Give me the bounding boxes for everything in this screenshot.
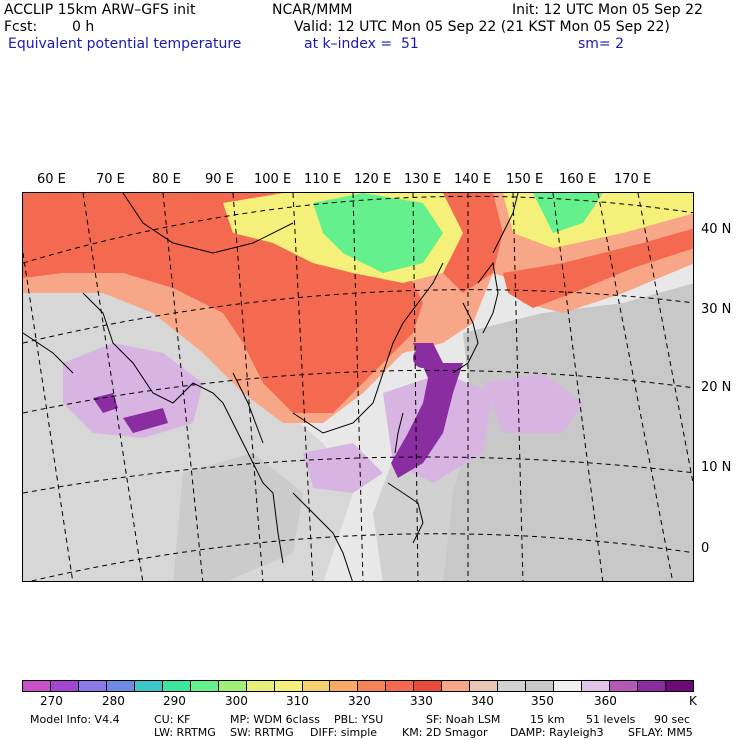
lon-label: 140 E: [454, 172, 492, 187]
lat-label: 20 N: [701, 380, 732, 395]
colorbar-swatch: [302, 681, 331, 691]
dark-purple-field: [93, 343, 463, 478]
lon-label: 170 E: [614, 172, 652, 187]
smoothing: sm= 2: [578, 36, 625, 52]
footer-item: CU: KF: [154, 713, 191, 726]
colorbar-swatch: [637, 681, 666, 691]
colorbar-label: 290: [163, 694, 186, 708]
colorbar-label: 360: [594, 694, 617, 708]
colorbar-swatch: [470, 681, 499, 691]
colorbar-unit: K: [689, 694, 697, 708]
lon-label: 160 E: [559, 172, 597, 187]
colorbar-swatch: [526, 681, 555, 691]
colorbar-swatch: [358, 681, 387, 691]
footer-item: LW: RRTMG: [154, 726, 216, 739]
fcst-value: 0 h: [72, 19, 95, 35]
model-title: ACCLIP 15km ARW–GFS init: [4, 2, 196, 18]
colorbar-swatch: [162, 681, 191, 691]
field-name: Equivalent potential temperature: [8, 36, 242, 52]
lon-label: 150 E: [506, 172, 544, 187]
colorbar-swatch: [386, 681, 415, 691]
colorbar-swatch: [246, 681, 275, 691]
lon-label: 130 E: [404, 172, 442, 187]
coastlines: [23, 193, 519, 581]
footer-item: SW: RRTMG: [230, 726, 294, 739]
footer-item: 15 km: [530, 713, 565, 726]
valid-time: Valid: 12 UTC Mon 05 Sep 22 (21 KST Mon …: [294, 19, 670, 35]
footer-item: DIFF: simple: [310, 726, 378, 739]
colorbar-swatch: [582, 681, 611, 691]
colorbar-swatch: [330, 681, 359, 691]
colorbar-label: 300: [225, 694, 248, 708]
lon-label: 110 E: [304, 172, 342, 187]
lat-label: 10 N: [701, 460, 732, 475]
colorbar-label: 310: [286, 694, 309, 708]
colorbar-swatch: [23, 681, 51, 691]
colorbar-swatch: [218, 681, 247, 691]
footer-item: 51 levels: [586, 713, 636, 726]
colorbar-swatch: [610, 681, 638, 691]
colorbar-swatch: [50, 681, 79, 691]
colorbar-label: 340: [471, 694, 494, 708]
green-field: [313, 193, 603, 273]
footer-item: Model Info: V4.4: [30, 713, 120, 726]
lat-label: 0: [701, 541, 710, 556]
footer-item: PBL: YSU: [334, 713, 384, 726]
footer-item: 90 sec: [654, 713, 691, 726]
lat-label: 30 N: [701, 302, 732, 317]
colorbar-swatch: [78, 681, 107, 691]
footer-item: MP: WDM 6class: [230, 713, 320, 726]
lon-label: 60 E: [37, 172, 66, 187]
colorbar-swatch: [414, 681, 443, 691]
colorbar: [22, 680, 694, 692]
theta-e-map: [23, 193, 693, 581]
lon-label: 80 E: [152, 172, 181, 187]
lat-label: 40 N: [701, 222, 732, 237]
footer-item: DAMP: Rayleigh3: [510, 726, 604, 739]
colorbar-label: 280: [102, 694, 125, 708]
graticule: [23, 193, 693, 581]
lon-label: 70 E: [96, 172, 125, 187]
organization: NCAR/MMM: [272, 2, 353, 18]
colorbar-swatch: [134, 681, 163, 691]
map-panel: [22, 192, 694, 582]
lon-label: 120 E: [354, 172, 392, 187]
lon-label: 90 E: [205, 172, 234, 187]
colorbar-swatch: [190, 681, 219, 691]
colorbar-swatch: [442, 681, 471, 691]
level-index: at k–index = 51: [304, 36, 419, 52]
colorbar-swatch: [665, 681, 693, 691]
footer-item: SFLAY: MM5: [628, 726, 693, 739]
colorbar-label: 350: [531, 694, 554, 708]
lon-label: 100 E: [254, 172, 292, 187]
colorbar-swatch: [498, 681, 527, 691]
init-time: Init: 12 UTC Mon 05 Sep 22: [512, 2, 703, 18]
colorbar-label: 320: [348, 694, 371, 708]
footer-item: KM: 2D Smagor: [402, 726, 488, 739]
fcst-label: Fcst:: [4, 19, 38, 35]
footer-item: SF: Noah LSM: [426, 713, 501, 726]
colorbar-swatch: [106, 681, 135, 691]
colorbar-label: 330: [410, 694, 433, 708]
colorbar-swatch: [554, 681, 583, 691]
colorbar-label: 270: [40, 694, 63, 708]
colorbar-swatch: [274, 681, 303, 691]
